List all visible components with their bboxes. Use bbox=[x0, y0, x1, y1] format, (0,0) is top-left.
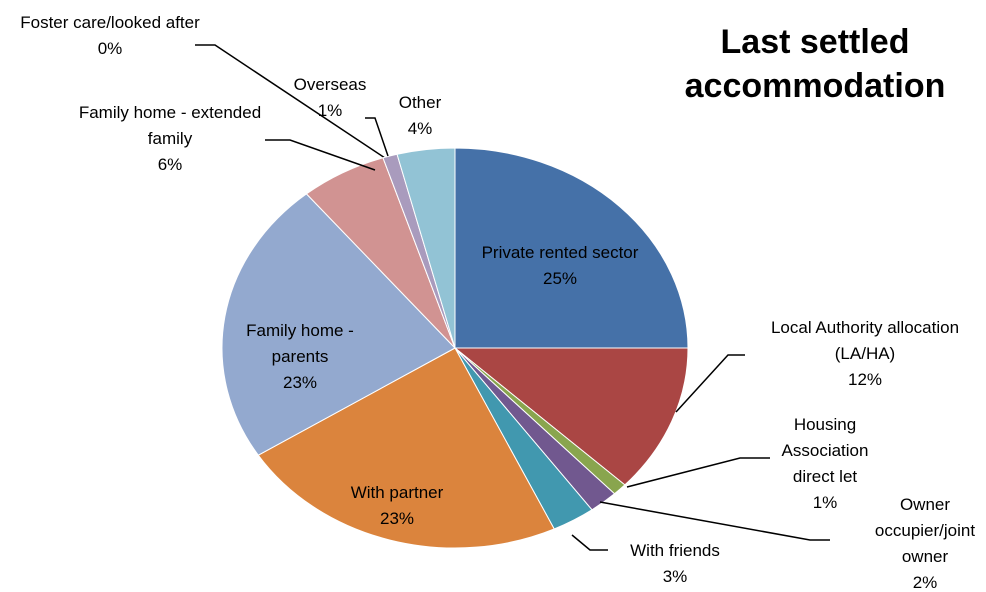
slice-name: Owner occupier/joint owner bbox=[874, 495, 976, 566]
slice-label: Family home - parents 23% bbox=[220, 318, 380, 396]
slice-name: Local Authority allocation (LA/HA) bbox=[770, 318, 960, 363]
slice-value: 23% bbox=[282, 373, 318, 392]
slice-name: With friends bbox=[630, 541, 720, 560]
slice-value: 4% bbox=[407, 119, 433, 138]
pie-slice bbox=[453, 347, 689, 486]
leader-line bbox=[599, 501, 830, 541]
chart-title: Last settled accommodation bbox=[684, 23, 946, 105]
slice-label: Overseas 1% bbox=[280, 72, 380, 124]
slice-value: 12% bbox=[847, 370, 883, 389]
pie-slice bbox=[221, 193, 456, 456]
pie-slice bbox=[454, 147, 689, 349]
slice-label: Local Authority allocation (LA/HA) 12% bbox=[765, 315, 965, 393]
slice-label: Other 4% bbox=[380, 90, 460, 142]
slice-name: Private rented sector bbox=[481, 243, 639, 262]
slice-value: 23% bbox=[379, 509, 415, 528]
leader-line bbox=[626, 457, 770, 488]
slice-label: Private rented sector 25% bbox=[475, 240, 645, 292]
slice-value: 6% bbox=[157, 155, 183, 174]
slice-label: With friends 3% bbox=[600, 538, 750, 590]
slice-label: With partner 23% bbox=[317, 480, 477, 532]
slice-name: Overseas bbox=[293, 75, 367, 94]
slice-name: Foster care/looked after bbox=[20, 13, 200, 32]
slice-value: 1% bbox=[317, 101, 343, 120]
leader-line bbox=[195, 44, 386, 159]
slice-name: Family home - parents bbox=[246, 321, 354, 366]
slice-label: Housing Association direct let 1% bbox=[765, 412, 885, 516]
leader-line bbox=[675, 354, 745, 413]
slice-value: 0% bbox=[97, 39, 123, 58]
slice-value: 2% bbox=[912, 573, 938, 592]
slice-name: With partner bbox=[350, 483, 444, 502]
slice-value: 3% bbox=[662, 567, 688, 586]
slice-name: Other bbox=[398, 93, 442, 112]
slice-name: Housing Association direct let bbox=[781, 415, 869, 486]
leader-line bbox=[265, 139, 376, 171]
pie-slice bbox=[396, 147, 456, 349]
leader-line bbox=[571, 534, 608, 551]
slice-label: Foster care/looked after 0% bbox=[15, 10, 205, 62]
slice-name: Family home - extended family bbox=[78, 103, 262, 148]
leader-line bbox=[365, 117, 389, 157]
slice-label: Family home - extended family 6% bbox=[75, 100, 265, 178]
slice-value: 1% bbox=[812, 493, 838, 512]
pie-slice bbox=[257, 347, 555, 549]
slice-label: Owner occupier/joint owner 2% bbox=[860, 492, 986, 592]
slice-value: 25% bbox=[542, 269, 578, 288]
